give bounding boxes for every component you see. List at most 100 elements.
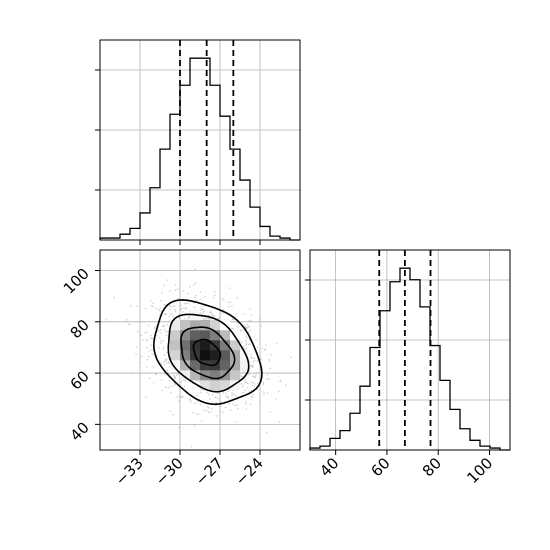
scatter-point [212, 314, 214, 317]
scatter-point [260, 324, 262, 327]
density-cell [180, 370, 191, 381]
density-cell [210, 320, 221, 331]
scatter-point [245, 342, 248, 344]
scatter-point [250, 314, 252, 316]
scatter-point [204, 296, 206, 298]
scatter-point [256, 360, 258, 362]
scatter-point [144, 307, 147, 310]
scatter-point [173, 382, 176, 385]
density-cell [170, 340, 181, 351]
scatter-point [260, 358, 262, 361]
scatter-point [268, 360, 271, 363]
scatter-point [242, 370, 245, 372]
scatter-point [159, 329, 162, 331]
density-cell [170, 350, 181, 361]
scatter-point [150, 348, 153, 351]
scatter-point [164, 304, 167, 306]
density-cell [180, 360, 191, 371]
scatter-point [152, 305, 154, 308]
joint-frame [99, 249, 301, 451]
scatter-point [244, 402, 247, 405]
scatter-point [250, 320, 252, 322]
hist2-step-outline [309, 267, 510, 451]
scatter-point [232, 318, 235, 321]
scatter-point [231, 392, 234, 395]
scatter-point [229, 409, 232, 412]
scatter-point [215, 402, 217, 404]
scatter-point [165, 334, 168, 337]
scatter-point [278, 421, 281, 424]
scatter-point [244, 339, 247, 342]
scatter-point [221, 297, 224, 300]
scatter-point [165, 361, 168, 364]
scatter-point [215, 396, 217, 399]
scatter-point [206, 391, 209, 394]
scatter-point [200, 391, 202, 394]
scatter-point [250, 353, 252, 356]
scatter-point [228, 403, 231, 405]
scatter-point [196, 379, 199, 382]
scatter-point [214, 294, 216, 296]
scatter-point [169, 385, 171, 388]
scatter-point [199, 298, 202, 301]
scatter-point [182, 290, 185, 292]
scatter-point [163, 304, 166, 306]
scatter-point [178, 395, 181, 398]
scatter-point [213, 315, 216, 317]
scatter-point [151, 337, 153, 340]
scatter-point [164, 329, 166, 331]
scatter-point [160, 342, 162, 344]
scatter-point [231, 394, 233, 397]
scatter-point [174, 308, 176, 311]
scatter-point [241, 341, 243, 344]
scatter-point [227, 395, 229, 397]
scatter-point [163, 363, 166, 366]
scatter-point [240, 382, 243, 385]
scatter-point [136, 305, 138, 307]
scatter-point [128, 323, 130, 326]
scatter-point [236, 297, 238, 299]
density-cell [210, 330, 221, 341]
scatter-point [172, 315, 175, 318]
scatter-point [265, 378, 268, 381]
scatter-point [105, 318, 108, 321]
scatter-point [145, 339, 148, 341]
scatter-point [207, 411, 210, 414]
scatter-point [171, 313, 173, 316]
scatter-point [195, 299, 198, 301]
scatter-point [185, 306, 188, 309]
scatter-point [203, 310, 206, 312]
scatter-point [191, 411, 194, 414]
joint-xtick-label: −24 [232, 454, 267, 489]
scatter-point [177, 373, 179, 376]
contour-line [192, 338, 222, 367]
scatter-point [161, 389, 164, 392]
scatter-point [245, 347, 248, 349]
scatter-point [225, 394, 227, 397]
histogram-param2: 40 60 80 100 [305, 249, 511, 487]
joint-ytick-label: 40 [67, 418, 93, 444]
scatter-point [211, 394, 214, 396]
scatter-point [160, 362, 162, 364]
scatter-point [113, 296, 115, 299]
scatter-point [245, 381, 247, 384]
scatter-point [169, 410, 172, 412]
scatter-point [247, 331, 250, 333]
scatter-point [269, 411, 271, 413]
joint-xtick-label: −27 [192, 454, 227, 489]
density-cell [230, 370, 241, 381]
scatter-point [246, 323, 249, 326]
scatter-point [154, 326, 156, 329]
scatter-point [167, 361, 170, 363]
scatter-point [170, 391, 173, 394]
scatter-point [263, 349, 266, 351]
scatter-point [245, 336, 248, 339]
scatter-point [176, 396, 178, 398]
scatter-point [278, 390, 280, 393]
scatter-point [211, 313, 213, 316]
scatter-point [227, 397, 230, 399]
scatter-point [252, 361, 255, 363]
scatter-point [246, 386, 249, 389]
scatter-point [186, 318, 189, 320]
scatter-point [219, 419, 221, 422]
